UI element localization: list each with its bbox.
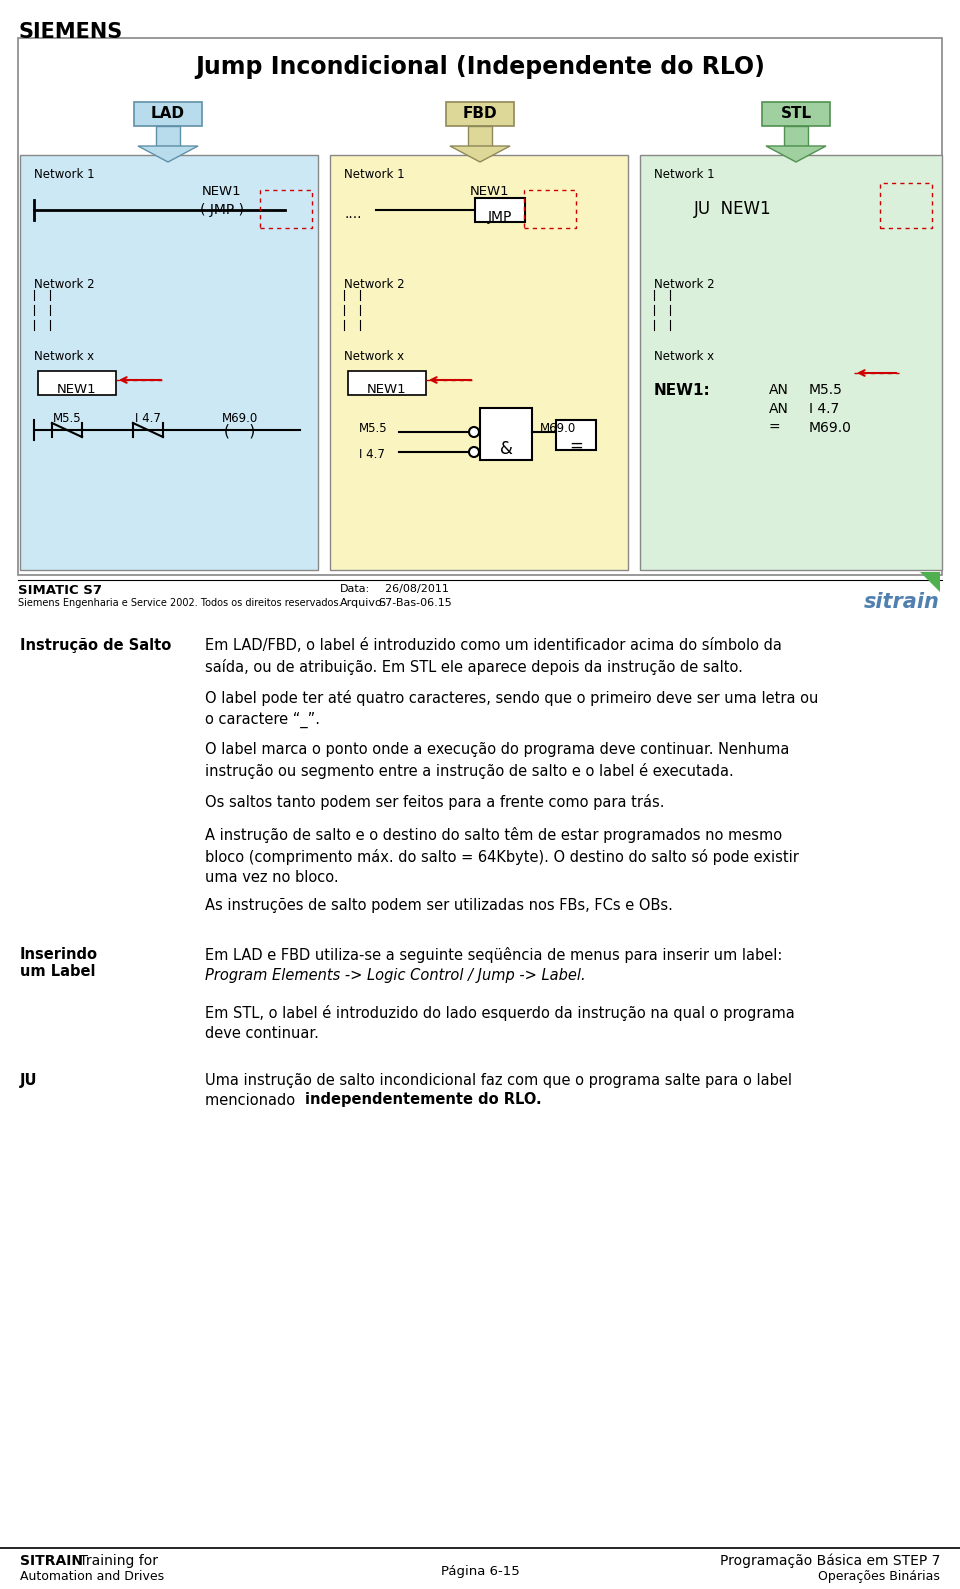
Bar (762, 102, 830, 126)
Text: Network x: Network x (654, 350, 714, 362)
Text: NEW1:: NEW1: (654, 383, 710, 397)
Bar (260, 191, 312, 227)
Polygon shape (766, 146, 826, 162)
Text: ....: .... (344, 207, 362, 221)
Text: Network 2: Network 2 (34, 278, 95, 291)
Text: &: & (499, 440, 513, 458)
Text: =: = (769, 421, 780, 435)
Bar (640, 156, 942, 570)
Text: I 4.7: I 4.7 (359, 448, 385, 461)
Bar (156, 126, 180, 146)
Text: JU  NEW1: JU NEW1 (694, 200, 772, 218)
Text: Instrução de Salto: Instrução de Salto (20, 639, 171, 653)
Circle shape (469, 447, 479, 458)
Text: =: = (569, 437, 583, 454)
Text: I 4.7: I 4.7 (809, 402, 839, 416)
Text: sitrain: sitrain (864, 593, 940, 612)
Text: M5.5: M5.5 (809, 383, 843, 397)
Text: M69.0: M69.0 (222, 412, 258, 424)
Text: NEW1: NEW1 (367, 383, 407, 396)
Text: Operações Binárias: Operações Binárias (818, 1570, 940, 1583)
Text: Página 6-15: Página 6-15 (441, 1565, 519, 1578)
Text: Siemens Engenharia e Service 2002. Todos os direitos reservados.: Siemens Engenharia e Service 2002. Todos… (18, 597, 342, 609)
Text: AN: AN (769, 402, 789, 416)
Bar (134, 102, 202, 126)
Text: S7-Bas-06.15: S7-Bas-06.15 (378, 597, 452, 609)
Text: I 4.7: I 4.7 (135, 412, 161, 424)
Text: Jump Incondicional (Independente do RLO): Jump Incondicional (Independente do RLO) (195, 56, 765, 79)
Text: Em STL, o label é introduzido do lado esquerdo da instrução na qual o programa
d: Em STL, o label é introduzido do lado es… (205, 1004, 795, 1041)
Text: M5.5: M5.5 (53, 412, 82, 424)
Text: SIMATIC S7: SIMATIC S7 (18, 585, 102, 597)
Text: NEW1: NEW1 (58, 383, 97, 396)
Text: Programação Básica em STEP 7: Programação Básica em STEP 7 (720, 1554, 940, 1568)
Text: M69.0: M69.0 (540, 423, 576, 435)
Text: LAD: LAD (151, 106, 185, 121)
Text: Automation and Drives: Automation and Drives (20, 1570, 164, 1583)
Text: A instrução de salto e o destino do salto têm de estar programados no mesmo
bloc: A instrução de salto e o destino do salt… (205, 826, 799, 885)
Text: Network 2: Network 2 (344, 278, 404, 291)
Text: JU: JU (20, 1073, 37, 1088)
Text: O label marca o ponto onde a execução do programa deve continuar. Nenhuma
instru: O label marca o ponto onde a execução do… (205, 742, 789, 779)
Text: Network 1: Network 1 (654, 168, 714, 181)
Text: O label pode ter até quatro caracteres, sendo que o primeiro deve ser uma letra : O label pode ter até quatro caracteres, … (205, 690, 818, 728)
Text: (    ): ( ) (225, 424, 255, 439)
Bar (784, 126, 808, 146)
Text: Inserindo
um Label: Inserindo um Label (20, 947, 98, 979)
Text: Program Elements -> Logic Control / Jump -> Label.: Program Elements -> Logic Control / Jump… (205, 968, 586, 984)
Text: Arquivo:: Arquivo: (340, 597, 386, 609)
Text: Em LAD/FBD, o label é introduzido como um identificador acima do símbolo da
saíd: Em LAD/FBD, o label é introduzido como u… (205, 639, 781, 675)
Text: AN: AN (769, 383, 789, 397)
Text: As instruções de salto podem ser utilizadas nos FBs, FCs e OBs.: As instruções de salto podem ser utiliza… (205, 898, 673, 914)
Text: Em LAD e FBD utiliza-se a seguinte seqüência de menus para inserir um label:: Em LAD e FBD utiliza-se a seguinte seqüê… (205, 947, 782, 963)
Bar (38, 370, 116, 396)
Bar (468, 126, 492, 146)
Bar (330, 156, 628, 570)
Bar (880, 183, 932, 227)
Text: Network 1: Network 1 (34, 168, 95, 181)
Bar (556, 419, 596, 450)
Text: Training for: Training for (75, 1554, 158, 1568)
Polygon shape (450, 146, 510, 162)
Text: SIEMENS: SIEMENS (18, 22, 122, 41)
Text: M69.0: M69.0 (809, 421, 852, 435)
Text: STL: STL (780, 106, 811, 121)
Bar (18, 38, 942, 575)
Circle shape (469, 427, 479, 437)
Polygon shape (920, 572, 940, 593)
Text: SITRAIN: SITRAIN (20, 1554, 83, 1568)
Text: JMP: JMP (488, 210, 513, 224)
Bar (480, 408, 532, 459)
Polygon shape (138, 146, 198, 162)
Text: FBD: FBD (463, 106, 497, 121)
Text: Os saltos tanto podem ser feitos para a frente como para trás.: Os saltos tanto podem ser feitos para a … (205, 794, 664, 810)
Bar (524, 191, 576, 227)
Bar (475, 199, 525, 222)
Text: NEW1: NEW1 (470, 184, 510, 199)
Text: ( JMP ): ( JMP ) (200, 203, 244, 218)
Bar (348, 370, 426, 396)
Text: 26/08/2011: 26/08/2011 (378, 585, 449, 594)
Bar (446, 102, 514, 126)
Text: Network 1: Network 1 (344, 168, 404, 181)
Text: Network x: Network x (34, 350, 94, 362)
Text: Data:: Data: (340, 585, 371, 594)
Text: Network x: Network x (344, 350, 404, 362)
Text: Uma instrução de salto incondicional faz com que o programa salte para o label
m: Uma instrução de salto incondicional faz… (205, 1073, 792, 1109)
Text: M5.5: M5.5 (359, 423, 388, 435)
Bar (20, 156, 318, 570)
Text: independentemente do RLO.: independentemente do RLO. (305, 1092, 541, 1108)
Text: NEW1: NEW1 (203, 184, 242, 199)
Text: Network 2: Network 2 (654, 278, 714, 291)
